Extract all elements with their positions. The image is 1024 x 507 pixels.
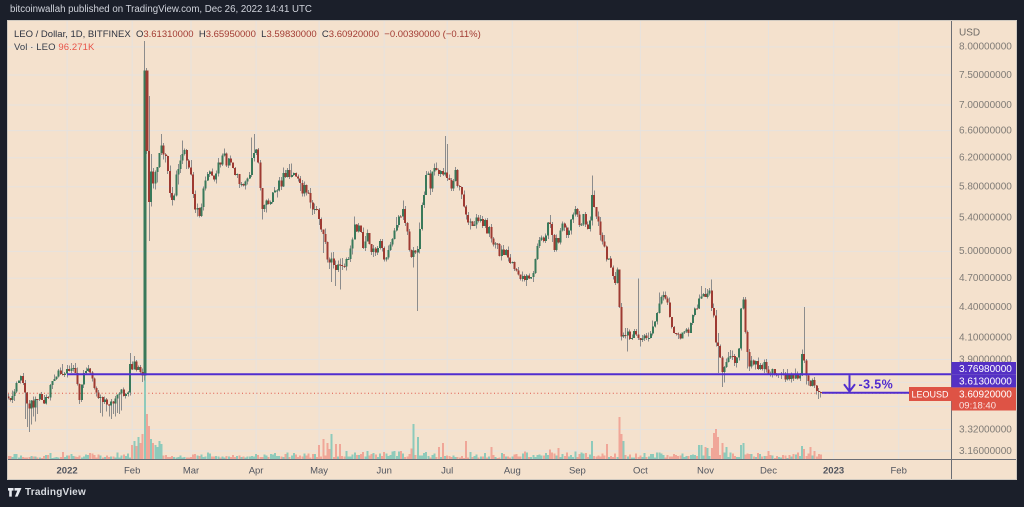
svg-text:Sep: Sep xyxy=(569,466,586,477)
svg-text:Feb: Feb xyxy=(124,466,140,477)
svg-text:3.90000000: 3.90000000 xyxy=(959,354,1012,365)
svg-text:09:18:40: 09:18:40 xyxy=(959,400,996,411)
svg-text:Jul: Jul xyxy=(441,466,453,477)
svg-text:7.50000000: 7.50000000 xyxy=(959,70,1012,81)
svg-text:6.20000000: 6.20000000 xyxy=(959,153,1012,164)
svg-text:Dec: Dec xyxy=(760,466,777,477)
svg-text:3.76980000: 3.76980000 xyxy=(959,364,1012,375)
svg-text:Oct: Oct xyxy=(633,466,648,477)
svg-text:USD: USD xyxy=(959,28,980,39)
svg-text:LEOUSD: LEOUSD xyxy=(911,390,949,400)
svg-text:4.70000000: 4.70000000 xyxy=(959,273,1012,284)
svg-text:Nov: Nov xyxy=(697,466,714,477)
svg-text:4.10000000: 4.10000000 xyxy=(959,333,1012,344)
svg-text:Feb: Feb xyxy=(891,466,907,477)
svg-text:Jun: Jun xyxy=(377,466,392,477)
svg-text:5.80000000: 5.80000000 xyxy=(959,182,1012,193)
svg-text:May: May xyxy=(310,466,328,477)
svg-text:Apr: Apr xyxy=(249,466,264,477)
svg-text:Aug: Aug xyxy=(504,466,521,477)
svg-text:3.32000000: 3.32000000 xyxy=(959,424,1012,435)
svg-text:2023: 2023 xyxy=(823,466,844,477)
svg-text:5.40000000: 5.40000000 xyxy=(959,213,1012,224)
svg-text:6.60000000: 6.60000000 xyxy=(959,125,1012,136)
svg-text:7.00000000: 7.00000000 xyxy=(959,100,1012,111)
svg-text:2022: 2022 xyxy=(57,466,78,477)
svg-text:3.60920000: 3.60920000 xyxy=(959,390,1012,401)
svg-text:-3.5%: -3.5% xyxy=(859,378,894,392)
svg-text:8.00000000: 8.00000000 xyxy=(959,42,1012,53)
svg-text:3.61300000: 3.61300000 xyxy=(959,377,1012,388)
svg-text:3.16000000: 3.16000000 xyxy=(959,446,1012,457)
svg-text:5.00000000: 5.00000000 xyxy=(959,246,1012,257)
svg-text:Mar: Mar xyxy=(183,466,199,477)
svg-text:4.40000000: 4.40000000 xyxy=(959,302,1012,313)
